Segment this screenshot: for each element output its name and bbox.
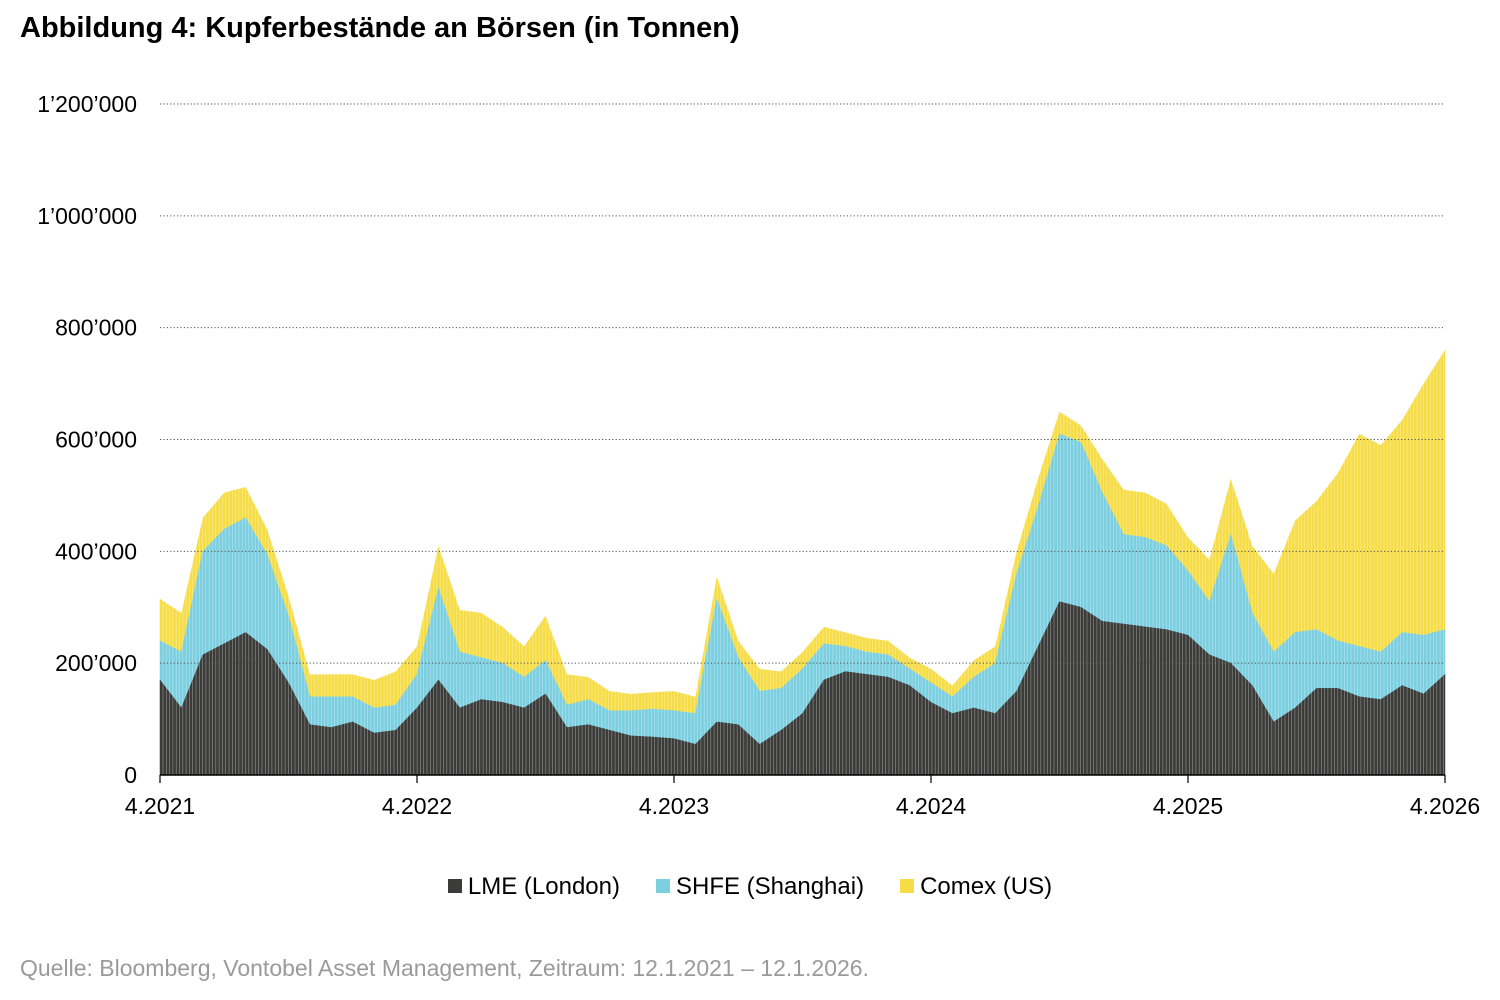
x-tick-label: 4.2021	[125, 793, 195, 819]
legend-label: Comex (US)	[920, 873, 1053, 900]
y-tick-label: 800’000	[55, 315, 137, 341]
axes: 0 200’000 400’000 600’000 800’000 1’000’000 1’…	[37, 91, 1480, 819]
chart-title: Abbildung 4: Kupferbestände an Börsen (i…	[20, 12, 740, 44]
y-tick-label: 0	[124, 762, 137, 788]
legend-item: SHFE (Shanghai)	[655, 873, 865, 901]
legend-swatch	[655, 879, 670, 893]
legend-item: Comex (US)	[900, 873, 1052, 901]
x-tick-label: 4.2024	[896, 793, 967, 819]
legend-label: LME (London)	[467, 873, 620, 900]
source-note: Quelle: Bloomberg, Vontobel Asset Manage…	[20, 955, 869, 981]
x-tick-label: 4.2026	[1410, 793, 1480, 819]
stacked-area-series	[159, 349, 1446, 776]
plot-background-mask	[160, 104, 1445, 697]
column-texture	[160, 103, 1445, 775]
x-tick-label: 4.2025	[1153, 793, 1223, 819]
legend-swatch	[900, 879, 915, 893]
y-tick-label: 200’000	[55, 650, 137, 676]
y-tick-label: 600’000	[55, 427, 137, 453]
y-tick-label: 1’000’000	[37, 203, 137, 229]
legend: LME (London) SHFE (Shanghai) Comex (US)	[0, 873, 1500, 901]
y-tick-label: 1’200’000	[37, 91, 137, 117]
legend-item: LME (London)	[447, 873, 620, 901]
legend-label: SHFE (Shanghai)	[675, 873, 865, 900]
x-tick-label: 4.2022	[382, 793, 452, 819]
y-tick-label: 400’000	[55, 538, 137, 564]
x-tick-label: 4.2023	[639, 793, 709, 819]
legend-swatch	[447, 879, 462, 893]
